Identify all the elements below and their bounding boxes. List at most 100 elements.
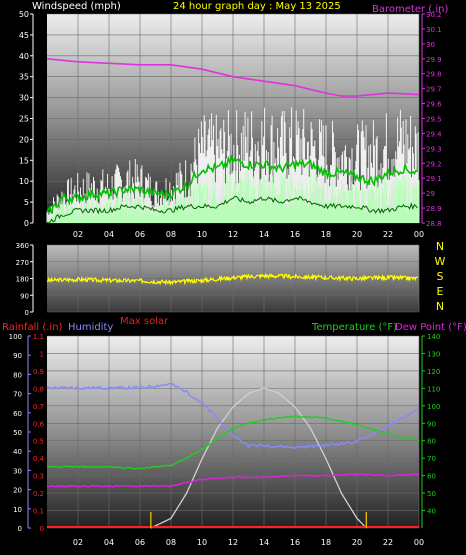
wind-y-tick-label: 30 bbox=[19, 94, 29, 103]
rainfall-y-tick-label: 0.2 bbox=[33, 490, 44, 498]
humidity-y-ticks: 0 10 20 30 40 50 60 70 80 90 100 bbox=[9, 333, 31, 533]
wind-y-tick-label: 25 bbox=[19, 115, 29, 124]
barometer-y-tick-label: 29 bbox=[426, 190, 435, 198]
barometer-y-tick-label: 29.3 bbox=[426, 145, 442, 153]
temperature-x-tick-label: 10 bbox=[197, 538, 207, 547]
temperature-series bbox=[46, 414, 420, 470]
humidity-y-tick-label: 80 bbox=[13, 371, 22, 379]
temperature-x-tick-label: 22 bbox=[383, 538, 393, 547]
temperature-axis-title: Temperature (°F) bbox=[311, 322, 397, 333]
humidity-y-tick-label: 10 bbox=[13, 506, 22, 514]
temperature-y-tick-label: 130 bbox=[427, 350, 440, 358]
direction-y-tick-label: 0 bbox=[25, 309, 29, 317]
wind-x-tick-label: 00 bbox=[414, 230, 424, 239]
temperature-x-tick-label: 12 bbox=[228, 538, 238, 547]
temperature-x-tick-label: 04 bbox=[104, 538, 114, 547]
wind-y-tick-label: 5 bbox=[24, 198, 29, 207]
temperature-series bbox=[46, 382, 420, 529]
wind-x-tick-label: 14 bbox=[259, 230, 269, 239]
dewpoint-axis-title: Dew Point (°F) bbox=[395, 322, 466, 333]
humidity-axis-title: Humidity bbox=[68, 322, 113, 333]
temperature-x-tick-label: 20 bbox=[352, 538, 362, 547]
wind-y-tick-label: 0 bbox=[24, 219, 29, 228]
dewpoint-series bbox=[46, 472, 420, 488]
wind-x-tick-label: 08 bbox=[166, 230, 176, 239]
rainfall-y-tick-label: 0.6 bbox=[33, 420, 45, 428]
barometer-y-tick-label: 29.9 bbox=[426, 56, 442, 64]
wind-series bbox=[46, 58, 420, 224]
temperature-y-tick-label: 100 bbox=[427, 403, 440, 411]
wind-y-tick-label: 45 bbox=[19, 31, 29, 40]
humidity-y-tick-label: 40 bbox=[13, 448, 22, 456]
wind-x-ticks: 02 04 06 08 10 12 14 16 18 20 22 00 bbox=[73, 230, 424, 239]
temperature-x-tick-label: 14 bbox=[259, 538, 269, 547]
rainfall-y-tick-label: 0.8 bbox=[33, 385, 44, 393]
wind-y-tick-label: 35 bbox=[19, 73, 29, 82]
compass-label: N bbox=[436, 300, 444, 313]
wind-x-tick-label: 12 bbox=[228, 230, 238, 239]
rainfall-y-tick-label: 0.1 bbox=[33, 508, 44, 516]
wind-y-tick-label: 50 bbox=[19, 10, 29, 19]
rainfall-y-tick-label: 0.5 bbox=[33, 438, 44, 446]
direction-y-tick-label: 270 bbox=[16, 259, 29, 267]
barometer-y-tick-label: 29.4 bbox=[426, 130, 442, 138]
temperature-y-tick-label: 110 bbox=[427, 385, 440, 393]
wind-x-tick-label: 02 bbox=[73, 230, 83, 239]
rainfall-y-tick-label: 0.9 bbox=[33, 368, 44, 376]
temperature-y-tick-label: 140 bbox=[427, 333, 440, 341]
barometer-y-tick-label: 30 bbox=[426, 41, 435, 49]
wind-light-line bbox=[46, 195, 418, 224]
temperature-x-tick-label: 08 bbox=[166, 538, 176, 547]
wind-y-ticks: 0 5 10 15 20 25 30 35 40 45 50 bbox=[19, 10, 34, 228]
humidity-y-tick-label: 60 bbox=[13, 410, 22, 418]
temperature-y-tick-label: 80 bbox=[427, 438, 436, 446]
max-solar-series bbox=[150, 387, 367, 529]
rainfall-y-tick-label: 0.7 bbox=[33, 403, 44, 411]
rainfall-y-tick-label: 0.4 bbox=[33, 455, 45, 463]
barometer-series bbox=[46, 58, 420, 97]
barometer-y-tick-label: 29.6 bbox=[426, 101, 442, 109]
barometer-y-tick-label: 29.2 bbox=[426, 160, 442, 168]
temperature-y-tick-label: 120 bbox=[427, 368, 440, 376]
compass-label: E bbox=[437, 285, 444, 298]
rainfall-axis-title: Rainfall (.in) bbox=[2, 322, 63, 333]
temperature-y-tick-label: 60 bbox=[427, 473, 436, 481]
barometer-y-ticks: 28.8 28.9 29 29.1 29.2 29.3 29.4 29.5 29.6 29.7 29… bbox=[421, 11, 442, 228]
humidity-y-tick-label: 100 bbox=[9, 333, 22, 341]
compass-label: W bbox=[435, 255, 446, 268]
wind-x-tick-label: 22 bbox=[383, 230, 393, 239]
humidity-y-tick-label: 50 bbox=[13, 429, 22, 437]
rainfall-y-tick-label: 0.3 bbox=[33, 473, 44, 481]
max-solar-label: Max solar bbox=[120, 316, 169, 327]
humidity-y-tick-label: 90 bbox=[13, 352, 22, 360]
barometer-axis-title: Barometer (.in) bbox=[372, 4, 448, 15]
humidity-y-tick-label: 70 bbox=[13, 391, 22, 399]
direction-series bbox=[46, 272, 419, 287]
direction-series bbox=[46, 272, 419, 287]
wind-x-tick-label: 10 bbox=[197, 230, 207, 239]
temperature-x-tick-label: 06 bbox=[135, 538, 145, 547]
direction-y-ticks: 0 90 180 270 360 bbox=[16, 242, 34, 317]
barometer-y-tick-label: 29.1 bbox=[426, 175, 442, 183]
temperature-x-ticks: 02 04 06 08 10 12 14 16 18 20 22 00 bbox=[73, 538, 424, 547]
barometer-y-tick-label: 28.9 bbox=[426, 205, 442, 213]
temperature-y-tick-label: 40 bbox=[427, 508, 436, 516]
wind-y-tick-label: 10 bbox=[19, 177, 29, 186]
rainfall-y-tick-label: 0 bbox=[40, 525, 44, 533]
wind-x-tick-label: 16 bbox=[290, 230, 300, 239]
wind-axis-title: Windspeed (mph) bbox=[32, 1, 121, 12]
wind-y-tick-label: 40 bbox=[19, 52, 29, 61]
temperature-y-tick-label: 90 bbox=[427, 420, 436, 428]
direction-y-tick-label: 360 bbox=[16, 242, 29, 250]
rainfall-y-ticks: 0 0.1 0.2 0.3 0.4 0.5 0.6 0.7 0.8 0.9 1 1.1 bbox=[33, 333, 45, 533]
page-title: 24 hour graph day : May 13 2025 bbox=[173, 1, 341, 12]
wind-average-line bbox=[46, 154, 418, 214]
rainfall-y-tick-label: 1 bbox=[40, 350, 44, 358]
rainfall-y-tick-label: 1.1 bbox=[33, 333, 44, 341]
barometer-y-tick-label: 30.2 bbox=[426, 11, 442, 19]
compass-label: S bbox=[437, 270, 444, 283]
barometer-y-tick-label: 29.8 bbox=[426, 71, 442, 79]
humidity-y-tick-label: 30 bbox=[13, 467, 22, 475]
